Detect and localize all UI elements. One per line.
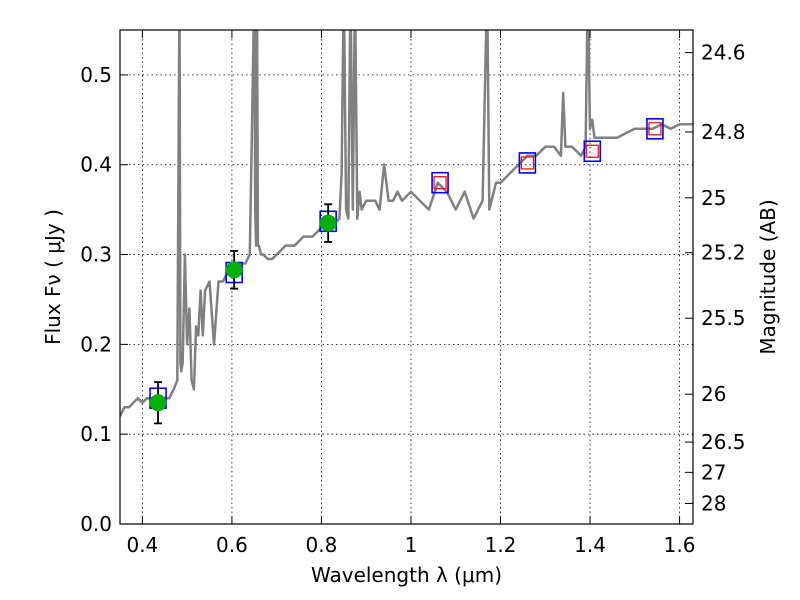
grid-layer [120, 30, 693, 524]
right-tick-label: 25.5 [701, 306, 746, 330]
y-tick-label: 0.4 [80, 153, 112, 177]
right-tick-label: 25.2 [701, 241, 746, 265]
y-tick-label: 0.1 [80, 422, 112, 446]
blue-square-marker [646, 118, 664, 140]
x-tick-label: 1 [405, 533, 418, 557]
right-tick-label: 25 [701, 186, 726, 210]
x-tick-label: 1.4 [574, 533, 606, 557]
x-tick-label: 1.6 [664, 533, 696, 557]
red-square-marker [648, 122, 662, 136]
right-tick-label: 24.8 [701, 120, 746, 144]
right-tick-label: 26.5 [701, 430, 746, 454]
axis-layer: 0.4 0.6 0.8 1 1.2 1.4 1.6 0.0 0.1 0.2 0.3 0.4 0.5 24.… [80, 30, 746, 557]
y-tick-label: 0.3 [80, 243, 112, 267]
red-square-marker [585, 144, 599, 158]
green-circle-marker [319, 214, 337, 232]
blue-square-marker [431, 171, 449, 194]
red-square-marker [520, 156, 534, 170]
plot-layer [120, 30, 693, 425]
x-tick-label: 1.2 [485, 533, 517, 557]
y-tick-label: 0.5 [80, 63, 112, 87]
right-tick-label: 24.6 [701, 41, 746, 65]
right-tick-label: 28 [701, 491, 726, 515]
green-circle-marker [149, 394, 167, 412]
plot-frame [119, 29, 694, 525]
x-tick-label: 0.4 [126, 533, 158, 557]
x-tick-label: 0.6 [216, 533, 248, 557]
red-square-marker [433, 176, 447, 190]
y-axis-title: Flux Fν ( μJy ) [41, 209, 65, 345]
x-axis-title: Wavelength λ (μm) [311, 563, 502, 587]
x-tick-label: 0.8 [306, 533, 338, 557]
blue-square-marker [518, 152, 537, 174]
right-axis-title: Magnitude (AB) [756, 199, 780, 354]
green-circle-marker [225, 261, 243, 279]
right-tick-label: 27 [701, 460, 726, 484]
spectrum-line [120, 30, 693, 417]
y-tick-label: 0.0 [80, 512, 112, 536]
right-tick-label: 26 [701, 382, 726, 406]
blue-square-marker [583, 140, 602, 163]
y-tick-label: 0.2 [80, 332, 112, 356]
